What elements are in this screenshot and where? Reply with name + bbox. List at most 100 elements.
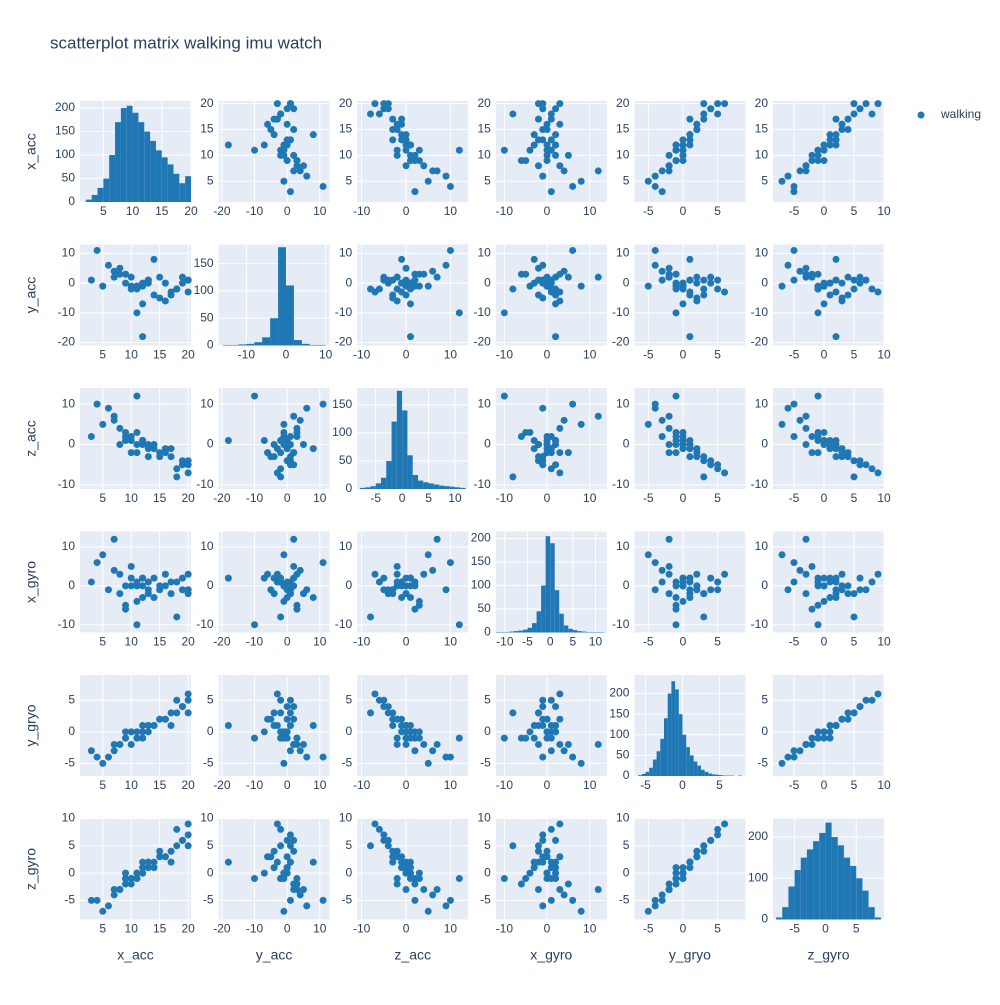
- scatter-point: [264, 853, 271, 860]
- y-tick-label: 0: [761, 724, 768, 738]
- histogram-bar: [455, 487, 460, 489]
- scatter-point: [99, 760, 106, 767]
- scatter-point: [434, 886, 441, 893]
- scatter-point: [251, 147, 258, 154]
- scatter-point: [833, 116, 840, 123]
- scatter-point: [271, 590, 278, 597]
- plot-area: [80, 819, 191, 920]
- scatter-point: [673, 621, 680, 628]
- scatter-point: [815, 429, 822, 436]
- scatter-point: [225, 437, 232, 444]
- scatter-point: [434, 274, 441, 281]
- histogram-bar: [638, 775, 642, 776]
- scatter-point: [700, 613, 707, 620]
- scatter-point: [845, 709, 852, 716]
- scatter-point: [666, 425, 673, 432]
- scatter-point: [652, 559, 659, 566]
- scatter-point: [133, 582, 140, 589]
- y-tick-label: 150: [332, 397, 352, 411]
- scatter-point: [531, 859, 538, 866]
- scatter-point: [535, 162, 542, 169]
- scatter-point: [714, 110, 721, 117]
- scatter-point: [700, 590, 707, 597]
- scatter-point: [403, 162, 410, 169]
- histogram-bar: [365, 487, 370, 489]
- y-tick-label: 5: [207, 692, 214, 706]
- scatter-point: [522, 735, 529, 742]
- histogram-bar: [173, 174, 179, 202]
- scatter-point: [552, 152, 559, 159]
- scatter-point: [168, 453, 175, 460]
- scatter-point: [679, 147, 686, 154]
- scatter-point: [380, 100, 387, 107]
- scatter-point: [693, 449, 700, 456]
- scatter-point: [394, 297, 401, 304]
- scatter-point: [416, 728, 423, 735]
- scatter-point: [556, 297, 563, 304]
- scatter-point: [290, 716, 297, 723]
- scatter-point: [569, 183, 576, 190]
- y-tick-label: -10: [612, 617, 630, 631]
- scatter-point: [707, 457, 714, 464]
- scatter-point: [686, 575, 693, 582]
- scatter-point: [791, 277, 798, 284]
- scatter-point: [173, 465, 180, 472]
- scatter-point: [679, 441, 686, 448]
- scatter-point: [151, 722, 158, 729]
- scatter-point: [686, 292, 693, 299]
- scatter-point: [151, 594, 158, 601]
- legend-marker: [918, 112, 925, 119]
- scatter-point: [411, 881, 418, 888]
- scatter-point: [407, 722, 414, 729]
- scatter-point: [803, 413, 810, 420]
- scatter-point: [721, 289, 728, 296]
- y-tick-label: 0: [761, 275, 768, 289]
- x-tick-label: 10: [125, 348, 139, 362]
- y-tick-label: 5: [761, 692, 768, 706]
- scatter-point: [666, 590, 673, 597]
- y-tick-label: 0: [761, 912, 768, 926]
- y-tick-label: 10: [755, 396, 769, 410]
- histogram-bar: [690, 755, 694, 776]
- scatter-point: [133, 728, 140, 735]
- scatter-point: [290, 741, 297, 748]
- scatter-point: [851, 709, 858, 716]
- x-tick-label: 0: [821, 778, 828, 792]
- y-tick-label: 20: [616, 96, 630, 110]
- x-tick-label: 10: [313, 635, 327, 649]
- y-tick-label: 10: [616, 396, 630, 410]
- legend-label: walking: [940, 107, 981, 121]
- scatter-point: [380, 697, 387, 704]
- scatter-point: [277, 575, 284, 582]
- scatter-point: [857, 703, 864, 710]
- histogram-bar: [381, 478, 386, 489]
- scatter-point: [88, 579, 95, 586]
- scatter-point: [416, 147, 423, 154]
- scatter-point: [447, 754, 454, 761]
- histogram-bar: [238, 344, 246, 345]
- scatter-point: [535, 292, 542, 299]
- y-tick-label: 0: [346, 724, 353, 738]
- scatter-point: [700, 286, 707, 293]
- scatter-point: [666, 441, 673, 448]
- y-tick-label: 0: [484, 625, 491, 639]
- chart-title: scatterplot matrix walking imu watch: [50, 33, 322, 52]
- scatter-point: [833, 277, 840, 284]
- scatter-point: [714, 286, 721, 293]
- x-tick-label: 0: [547, 635, 554, 649]
- x-tick-label: -5: [789, 491, 800, 505]
- scatter-point: [310, 131, 317, 138]
- scatter-point: [821, 582, 828, 589]
- scatter-point: [645, 551, 652, 558]
- scatter-point: [565, 741, 572, 748]
- y-tick-label: -5: [203, 756, 214, 770]
- scatter-point: [700, 110, 707, 117]
- scatter-point: [300, 590, 307, 597]
- scatter-point: [821, 300, 828, 307]
- scatter-point: [556, 449, 563, 456]
- histogram-bar: [559, 614, 564, 633]
- x-tick-label: 10: [583, 922, 597, 936]
- scatter-point: [666, 449, 673, 456]
- x-tick-label: -5: [789, 922, 800, 936]
- y-tick-label: -10: [751, 477, 769, 491]
